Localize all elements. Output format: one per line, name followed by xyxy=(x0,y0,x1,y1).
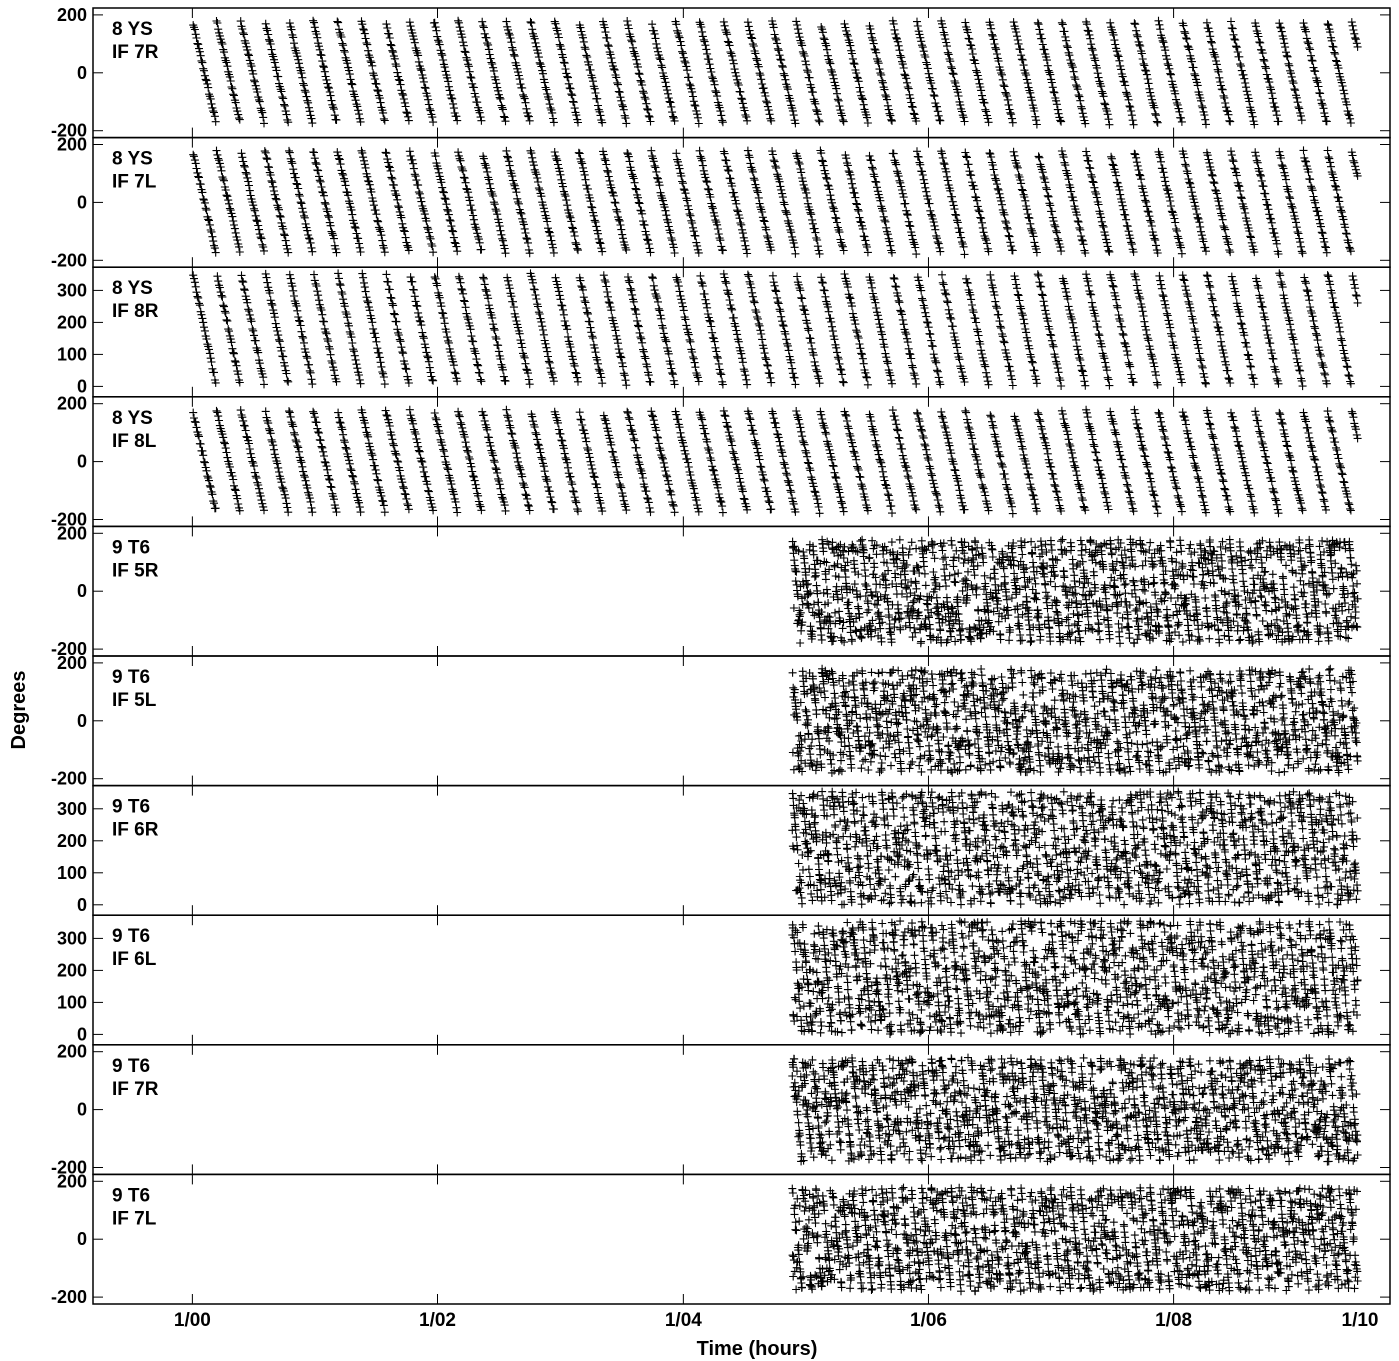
data-points xyxy=(788,917,1362,1039)
y-tick-label: 0 xyxy=(77,1100,87,1120)
y-tick-label: 200 xyxy=(57,394,87,414)
x-tick-label: 1/06 xyxy=(910,1310,947,1331)
data-points xyxy=(788,535,1362,648)
y-tick-label: 200 xyxy=(57,134,87,154)
phase-point-markers xyxy=(189,269,1362,391)
panel-frame xyxy=(92,655,1391,787)
panel-baseline-label: 9 T6 xyxy=(112,1056,150,1077)
panel-baseline-label: 8 YS xyxy=(112,149,153,170)
y-tick-label: -200 xyxy=(51,121,87,141)
x-axis-title: Time (hours) xyxy=(697,1338,818,1360)
panel-if-label: IF 7L xyxy=(112,1208,157,1229)
y-tick-label: 0 xyxy=(77,376,87,396)
data-points xyxy=(189,405,1362,518)
x-tick-label: 1/10 xyxy=(1342,1310,1379,1331)
y-tick-label: 0 xyxy=(77,63,87,83)
data-points xyxy=(788,1183,1362,1296)
data-points xyxy=(788,1053,1362,1166)
panel-if-label: IF 7L xyxy=(112,172,157,193)
panel-if-label: IF 8L xyxy=(112,431,157,452)
phase-point-markers xyxy=(189,146,1362,259)
data-points xyxy=(189,146,1362,259)
panel-if-label: IF 8R xyxy=(112,301,159,322)
data-points xyxy=(788,664,1362,777)
x-tick-label: 1/08 xyxy=(1155,1310,1192,1331)
panel-baseline-label: 9 T6 xyxy=(112,926,150,947)
y-tick-label: 200 xyxy=(57,653,87,673)
panel-baseline-label: 9 T6 xyxy=(112,1185,150,1206)
panel-baseline-label: 8 YS xyxy=(112,19,153,40)
y-tick-label: -200 xyxy=(51,769,87,789)
y-tick-label: 0 xyxy=(77,452,87,472)
phase-point-markers xyxy=(788,1053,1362,1166)
y-tick-label: 100 xyxy=(57,344,87,364)
y-tick-label: 0 xyxy=(77,1024,87,1044)
x-axis-tick-labels: 1/00 1/02 1/04 1/06 1/08 1/10 xyxy=(174,1310,1379,1331)
y-tick-label: -200 xyxy=(51,639,87,659)
panel-if-label: IF 7R xyxy=(112,42,159,63)
x-tick-label: 1/00 xyxy=(174,1310,211,1331)
y-tick-label: 200 xyxy=(57,960,87,980)
y-tick-label: 100 xyxy=(57,863,87,883)
y-tick-label: 100 xyxy=(57,992,87,1012)
y-tick-label: 0 xyxy=(77,711,87,731)
panel-if-label: IF 6R xyxy=(112,820,159,841)
panel-if-label: IF 5R xyxy=(112,560,159,581)
panel-baseline-label: 8 YS xyxy=(112,408,153,429)
x-tick-label: 1/04 xyxy=(665,1310,702,1331)
y-tick-label: 200 xyxy=(57,5,87,25)
data-points xyxy=(788,787,1362,909)
panel-if-label: IF 5L xyxy=(112,690,157,711)
data-points xyxy=(189,269,1362,391)
y-tick-label: -200 xyxy=(51,1287,87,1307)
panel-baseline-label: 9 T6 xyxy=(112,537,150,558)
y-tick-label: 200 xyxy=(57,523,87,543)
phase-point-markers xyxy=(788,1183,1362,1296)
panel-baseline-label: 9 T6 xyxy=(112,667,150,688)
y-tick-label: 0 xyxy=(77,895,87,915)
y-tick-label: -200 xyxy=(51,250,87,270)
panel-baseline-label: 8 YS xyxy=(112,278,153,299)
y-tick-label: 200 xyxy=(57,312,87,332)
y-tick-label: 0 xyxy=(77,1229,87,1249)
phase-point-markers xyxy=(788,787,1362,909)
panel-if-label: IF 7R xyxy=(112,1079,159,1100)
phase-point-markers xyxy=(189,405,1362,518)
y-tick-label: -200 xyxy=(51,510,87,530)
y-tick-label: 300 xyxy=(57,799,87,819)
phase-point-markers xyxy=(788,917,1362,1039)
panel-if-label: IF 6L xyxy=(112,949,157,970)
y-tick-label: 200 xyxy=(57,1042,87,1062)
phase-point-markers xyxy=(788,664,1362,777)
x-tick-label: 1/02 xyxy=(419,1310,456,1331)
panel-baseline-label: 9 T6 xyxy=(112,797,150,818)
phase-point-markers xyxy=(788,535,1362,648)
y-tick-label: 200 xyxy=(57,831,87,851)
data-points xyxy=(189,16,1362,129)
y-tick-label: 0 xyxy=(77,192,87,212)
y-tick-label: -200 xyxy=(51,1158,87,1178)
phase-point-markers xyxy=(189,16,1362,129)
y-axis-title: Degrees xyxy=(8,671,30,750)
y-tick-label: 300 xyxy=(57,928,87,948)
y-tick-label: 200 xyxy=(57,1171,87,1191)
y-tick-label: 0 xyxy=(77,581,87,601)
y-tick-label: 300 xyxy=(57,280,87,300)
